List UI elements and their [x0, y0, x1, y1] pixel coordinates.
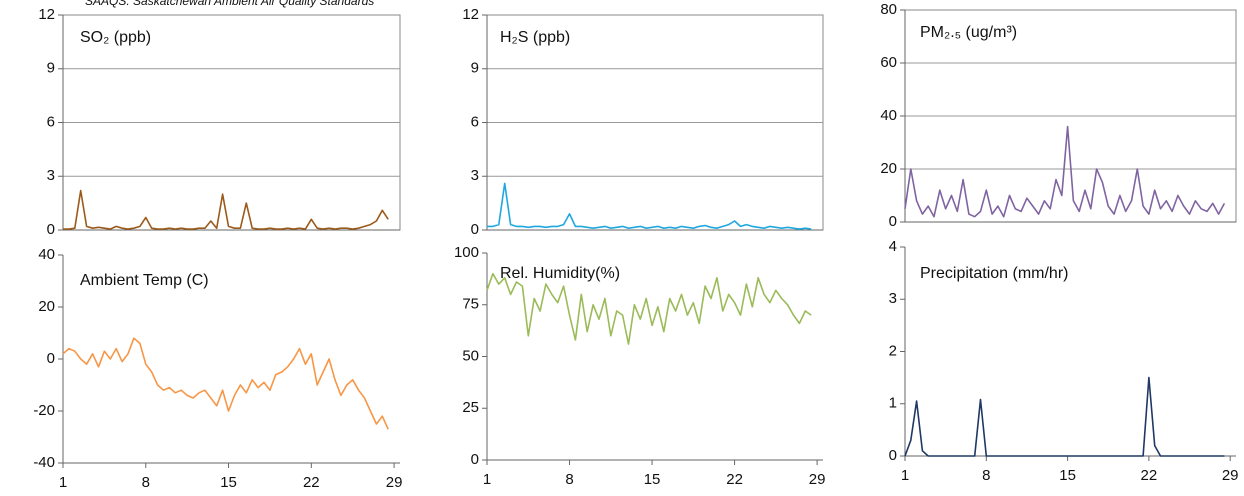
x-tick-label: 22	[1141, 467, 1158, 484]
y-tick-label: 3	[471, 167, 479, 184]
x-tick-label: 15	[644, 471, 661, 488]
y-tick-label: 12	[38, 6, 55, 23]
x-tick-label: 29	[1222, 467, 1239, 484]
x-tick-label: 15	[1059, 467, 1076, 484]
panel-title: Rel. Humidity(%)	[500, 265, 620, 282]
y-tick-label: 12	[462, 6, 479, 23]
y-tick-label: 20	[38, 298, 55, 315]
x-tick-label: 15	[220, 474, 237, 491]
x-tick-label: 1	[483, 471, 491, 488]
y-tick-label: -40	[33, 454, 55, 471]
y-tick-label: 80	[880, 1, 897, 18]
x-tick-label: 1	[901, 467, 909, 484]
panel-title: SO₂ (ppb)	[80, 29, 151, 46]
panel-title: PM₂.₅ (ug/m³)	[920, 24, 1017, 41]
y-tick-label: 3	[47, 167, 55, 184]
y-tick-label: 50	[462, 347, 479, 364]
y-tick-label: 25	[462, 399, 479, 416]
y-tick-label: 2	[889, 342, 897, 359]
y-tick-label: 0	[47, 221, 55, 238]
y-tick-label: 0	[47, 350, 55, 367]
x-tick-label: 22	[726, 471, 743, 488]
data-line	[904, 376, 1225, 457]
data-line	[62, 337, 389, 430]
data-line	[63, 189, 389, 230]
panel-title: Ambient Temp (C)	[80, 272, 209, 289]
y-tick-label: 0	[889, 447, 897, 464]
x-tick-label: 29	[809, 471, 826, 488]
note: SAAQS: Saskatchewan Ambient Air Quality …	[85, 0, 374, 8]
y-tick-label: 3	[889, 290, 897, 307]
y-tick-label: 1	[889, 395, 897, 412]
data-line	[486, 272, 812, 345]
y-tick-label: 100	[454, 244, 479, 261]
data-line	[904, 125, 1226, 218]
y-tick-label: 9	[47, 60, 55, 77]
x-tick-label: 29	[386, 474, 403, 491]
y-tick-label: 40	[880, 107, 897, 124]
y-tick-label: 6	[47, 113, 55, 130]
panel-title: H₂S (ppb)	[500, 29, 570, 46]
panel-title: Precipitation (mm/hr)	[920, 265, 1068, 282]
x-tick-label: 1	[59, 474, 67, 491]
y-tick-label: 40	[38, 246, 55, 263]
y-tick-label: 0	[471, 451, 479, 468]
x-tick-label: 22	[303, 474, 320, 491]
y-tick-label: 60	[880, 54, 897, 71]
y-tick-label: 9	[471, 60, 479, 77]
x-tick-label: 8	[982, 467, 990, 484]
x-tick-label: 8	[565, 471, 573, 488]
y-tick-label: 6	[471, 113, 479, 130]
data-line	[487, 182, 812, 230]
y-tick-label: 75	[462, 296, 479, 313]
y-tick-label: 0	[471, 221, 479, 238]
x-tick-label: 8	[142, 474, 150, 491]
y-tick-label: 20	[880, 160, 897, 177]
y-tick-label: -20	[33, 402, 55, 419]
y-tick-label: 4	[889, 238, 897, 255]
y-tick-label: 0	[889, 213, 897, 230]
